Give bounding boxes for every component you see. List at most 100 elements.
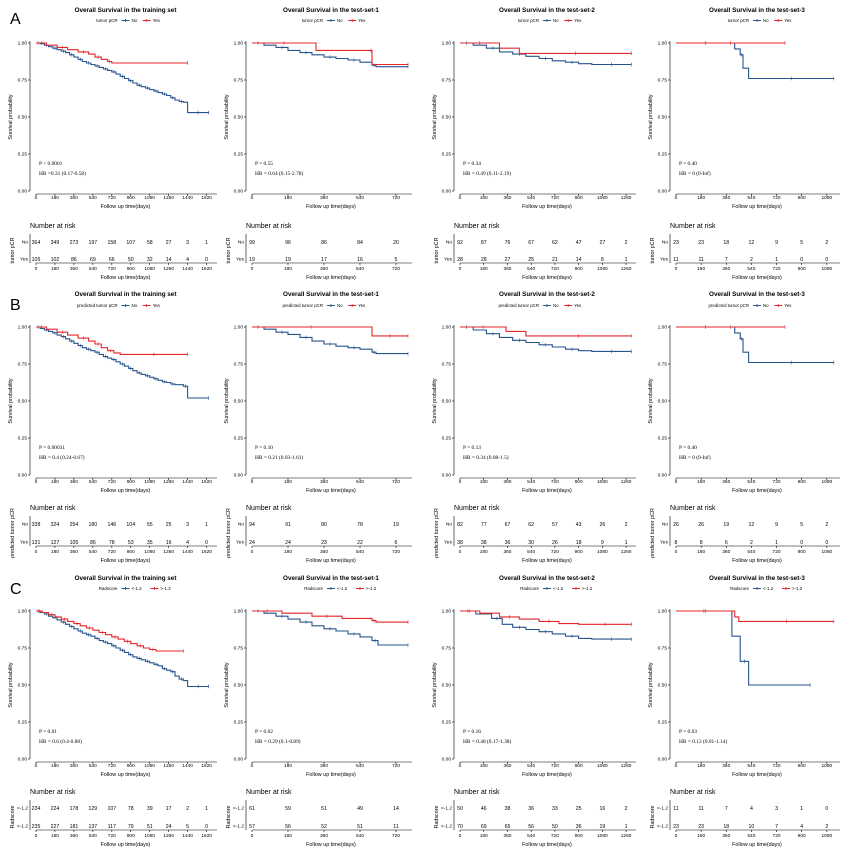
risk-x-tick-label: 180 (51, 266, 59, 272)
risk-row-label-1: Yes (444, 257, 452, 263)
y-axis-label: Survival probability (648, 662, 654, 708)
risk-strata-label: predicted tumor pCR (10, 508, 16, 558)
x-tick-label: 0 (35, 479, 38, 485)
risk-x-tick-label: 900 (127, 549, 135, 555)
y-tick-label: 0.50 (658, 399, 668, 405)
x-tick-label: 900 (575, 479, 583, 485)
risk-count: 235 (32, 824, 41, 830)
legend-title: Radscore (520, 586, 539, 591)
x-tick-label: 180 (284, 195, 292, 201)
risk-x-tick-label: 540 (527, 549, 535, 555)
risk-count: 35 (147, 540, 153, 546)
risk-strata-label: Radscore (10, 805, 16, 828)
risk-count: 146 (107, 522, 116, 528)
chart-title: Overall Survival in the test-set-3 (709, 291, 805, 298)
risk-x-tick-label: 360 (70, 833, 78, 839)
risk-count: 39 (147, 806, 153, 812)
risk-count: 107 (126, 240, 135, 246)
risk-x-tick-label: 900 (798, 833, 806, 839)
x-tick-label: 1260 (621, 195, 632, 201)
x-tick-label: 720 (773, 479, 781, 485)
legend-title: Radscore (730, 586, 749, 591)
legend: tumor pCR No Yes (518, 18, 582, 23)
risk-table-title: Number at risk (670, 505, 716, 512)
x-tick-label: 1080 (597, 479, 608, 485)
risk-count: 16 (357, 257, 363, 263)
x-tick-label: 360 (722, 763, 730, 769)
risk-count: 3 (775, 806, 778, 812)
p-value: P = 0.01 (39, 729, 57, 735)
x-tick-label: 180 (51, 195, 59, 201)
risk-count: 0 (800, 257, 803, 263)
risk-row-label-1: Yes (236, 540, 244, 546)
risk-count: 2 (825, 522, 828, 528)
risk-strata-label: tumor pCR (10, 237, 16, 263)
x-tick-label: 180 (480, 195, 488, 201)
risk-count: 11 (698, 257, 703, 263)
x-tick-label: 540 (527, 763, 535, 769)
km-panel-r0c1: Overall Survival in the test-set-1 tumor … (224, 7, 412, 281)
x-axis-label: Follow up time(days) (522, 488, 572, 494)
y-tick-label: 0.75 (442, 646, 452, 652)
x-tick-label: 540 (356, 763, 364, 769)
risk-x-tick-label: 0 (35, 549, 38, 555)
km-curve-0 (252, 610, 408, 646)
risk-x-tick-label: 720 (773, 549, 781, 555)
risk-x-tick-label: 1260 (163, 266, 174, 272)
risk-count: 18 (723, 824, 729, 830)
risk-row-label-1: Yes (236, 257, 244, 263)
risk-count: 9 (601, 540, 604, 546)
risk-count: 92 (457, 240, 463, 246)
legend-label-0: No (132, 303, 138, 308)
chart-title: Overall Survival in the test-set-2 (499, 575, 595, 582)
risk-x-tick-label: 360 (70, 266, 78, 272)
p-value: P = 0.40 (679, 161, 697, 167)
risk-table-title: Number at risk (30, 789, 76, 796)
risk-x-axis-label: Follow up time(days) (732, 842, 782, 848)
legend-title: tumor pCR (96, 18, 117, 23)
km-curve-1 (36, 326, 188, 355)
risk-x-tick-label: 1080 (597, 833, 608, 839)
risk-x-tick-label: 1620 (201, 266, 212, 272)
x-axis-label: Follow up time(days) (101, 772, 151, 778)
risk-count: 181 (70, 824, 79, 830)
risk-count: 23 (698, 824, 704, 830)
risk-x-tick-label: 360 (722, 549, 730, 555)
y-axis-label: Survival probability (432, 662, 438, 708)
p-value: P = 0.55 (255, 161, 273, 167)
legend-label-0: <-1.2 (763, 586, 774, 591)
x-tick-label: 0 (675, 763, 678, 769)
risk-strata-label: predicted tumor pCR (650, 508, 656, 558)
x-tick-label: 1260 (621, 763, 632, 769)
y-tick-label: 0.50 (234, 115, 244, 121)
risk-count: 43 (576, 522, 582, 528)
risk-x-axis-label: Follow up time(days) (522, 275, 572, 281)
risk-count: 129 (89, 806, 98, 812)
x-tick-label: 1260 (163, 195, 174, 201)
legend: predicted tumor pCR No Yes (498, 303, 582, 308)
panel-letter-A: A (10, 11, 21, 28)
x-tick-label: 720 (551, 195, 559, 201)
km-panel-r0c2: Overall Survival in the test-set-2 tumor … (432, 7, 636, 281)
x-axis-label: Follow up time(days) (732, 488, 782, 494)
risk-x-tick-label: 720 (392, 833, 400, 839)
legend: predicted tumor pCR No Yes (282, 303, 366, 308)
risk-count: 1 (205, 806, 208, 812)
risk-x-tick-label: 1080 (821, 549, 832, 555)
y-tick-label: 0.00 (234, 473, 244, 479)
km-curve-1 (36, 42, 188, 64)
risk-count: 5 (395, 257, 398, 263)
y-tick-label: 0.00 (442, 189, 452, 195)
x-tick-label: 900 (127, 479, 135, 485)
risk-count: 69 (481, 824, 487, 830)
risk-x-tick-label: 360 (503, 833, 511, 839)
risk-count: 22 (357, 540, 363, 546)
chart-title: Overall Survival in the test-set-2 (499, 7, 595, 14)
risk-strata-label: predicted tumor pCR (226, 508, 232, 558)
risk-x-tick-label: 0 (675, 549, 678, 555)
x-tick-label: 540 (89, 479, 97, 485)
y-tick-label: 0.50 (18, 683, 28, 689)
risk-count: 2 (825, 240, 828, 246)
y-tick-label: 0.25 (442, 152, 452, 158)
y-axis-label: Survival probability (224, 662, 230, 708)
